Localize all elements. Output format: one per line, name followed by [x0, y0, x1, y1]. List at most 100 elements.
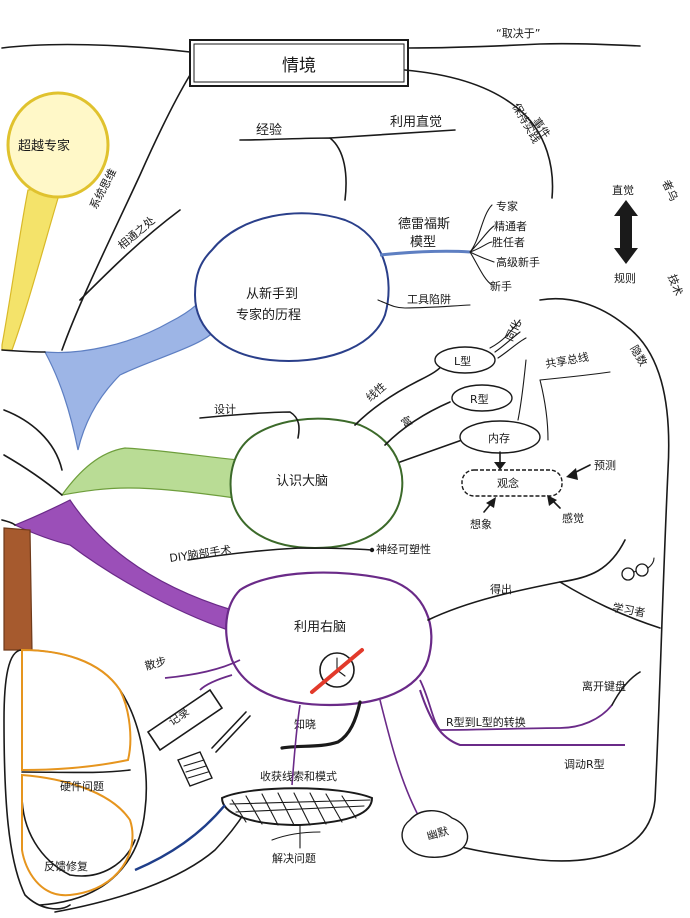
use-intuition-label: 利用直觉 — [390, 115, 442, 130]
beyond-expert-label: 超越专家 — [18, 138, 70, 154]
record-line — [199, 674, 233, 691]
concept-label: 观念 — [497, 476, 519, 490]
rules-label: 规则 — [614, 271, 636, 285]
beyond-expert-circle — [6, 91, 110, 199]
invoke-r-label: 调动R型 — [564, 757, 605, 771]
outline-bottom-long — [54, 811, 246, 913]
outline-left-bottom — [3, 649, 71, 910]
r-to-l-line — [419, 679, 613, 731]
diy-label: DIY脑部手术 — [168, 542, 232, 565]
dreyfus-proficient: 精通者 — [494, 220, 527, 233]
outline-feedback-arc — [21, 794, 136, 877]
shared-bus-label: 共享总线 — [544, 350, 590, 371]
depends-label: “取决于” — [496, 27, 540, 40]
leave-keyboard-label: 离开键盘 — [582, 679, 626, 693]
green-branch — [60, 447, 239, 499]
invoke-r-line — [419, 689, 625, 747]
solve-line — [271, 824, 321, 849]
dreyfus-advanced-beginner: 高级新手 — [496, 255, 540, 269]
purple-branch — [13, 499, 233, 631]
predict-arrow-icon — [566, 464, 591, 480]
diy-line — [187, 547, 373, 561]
context-to-right-line — [407, 42, 641, 49]
right-brain-circle — [225, 571, 433, 707]
context-label: 情境 — [282, 56, 316, 76]
dreyfus-competent: 胜任者 — [492, 235, 525, 249]
memory-arrowhead — [494, 462, 506, 470]
systems-thinking-line — [61, 74, 191, 351]
aware-label: 知晓 — [294, 717, 316, 731]
glasses-icon — [621, 557, 655, 581]
solve-label: 解决问题 — [272, 851, 316, 865]
sync-label: 同化 — [502, 317, 524, 343]
r-type-label: R型 — [470, 392, 489, 406]
context-box — [189, 39, 409, 87]
humor-bubble — [401, 810, 469, 858]
perceive-label: 感觉 — [562, 512, 584, 525]
learner-label: 学习者 — [611, 600, 646, 620]
l-type-bubble — [434, 346, 496, 374]
understand-brain-label: 认识大脑 — [276, 474, 328, 489]
dreyfus-fan — [469, 204, 495, 286]
perceive-arrow-icon — [547, 495, 561, 509]
novice-expert-line1: 从新手到 — [246, 286, 298, 302]
dreyfus-connector — [379, 249, 471, 257]
neuro-dot — [369, 547, 375, 553]
dreyfus-expert: 专家 — [496, 199, 518, 213]
novice-expert-line2: 专家的历程 — [236, 307, 301, 323]
r-to-l-label: R型到L型的转换 — [446, 715, 526, 729]
shared-bus-line — [539, 371, 611, 441]
concept-bubble — [461, 469, 563, 497]
humor-line — [379, 699, 419, 816]
experience-label: 经验 — [256, 122, 282, 138]
design-label: 设计 — [214, 403, 236, 416]
r-type-bubble — [451, 384, 513, 412]
orange-lobe-lower — [21, 773, 134, 897]
harvest-label: 收获线索和模式 — [260, 769, 337, 783]
context-down-right — [404, 69, 554, 199]
imagine-arrow-icon — [483, 497, 496, 513]
use-intuition-line — [329, 129, 456, 139]
yellow-branch — [1, 184, 63, 351]
phone-icon — [177, 751, 213, 787]
outline-main-left — [1, 43, 191, 906]
aware-line — [280, 700, 362, 750]
rich-branch — [384, 401, 451, 446]
memory-branch — [399, 439, 463, 463]
trunk-to-basket — [134, 804, 226, 872]
predict-label: 预测 — [594, 459, 616, 472]
linear-branch — [354, 361, 446, 426]
feedback-label: 反馈修复 — [44, 859, 88, 873]
l-type-label: L型 — [454, 354, 471, 368]
basket-icon — [220, 787, 374, 827]
tool-trap-label: 工具陷阱 — [407, 292, 451, 306]
hardware-divider — [21, 769, 131, 774]
side-label-b: 技术 — [665, 273, 685, 298]
right-brain-label: 利用右脑 — [294, 620, 346, 635]
brown-branch — [3, 527, 33, 651]
dreyfus-label-2: 模型 — [410, 235, 436, 250]
leave-keyboard-line — [611, 671, 641, 706]
novice-expert-circle — [193, 212, 390, 362]
rich-label: 富 — [399, 413, 416, 431]
notebook-icon — [146, 688, 224, 752]
get-out-label: 得出 — [490, 582, 512, 596]
contrast-arc — [454, 297, 670, 862]
humor-label: 幽默 — [425, 825, 450, 843]
learner-line — [427, 539, 626, 621]
tool-trap-line — [377, 299, 471, 309]
harvest-connector — [291, 704, 301, 786]
intuition-label: 直觉 — [612, 183, 634, 197]
outline-left-lobe — [3, 409, 63, 496]
imagine-label: 想象 — [470, 517, 492, 531]
experience-line — [239, 137, 347, 201]
context-box-inner — [193, 43, 405, 83]
clock-crossed-icon — [310, 648, 364, 694]
connected-line — [79, 209, 181, 301]
walk-line — [164, 659, 241, 679]
blue-branch — [43, 284, 216, 451]
pen-icon — [211, 711, 251, 753]
memory-label: 内存 — [488, 431, 510, 445]
neuroplasticity-label: 神经可塑性 — [376, 542, 431, 556]
